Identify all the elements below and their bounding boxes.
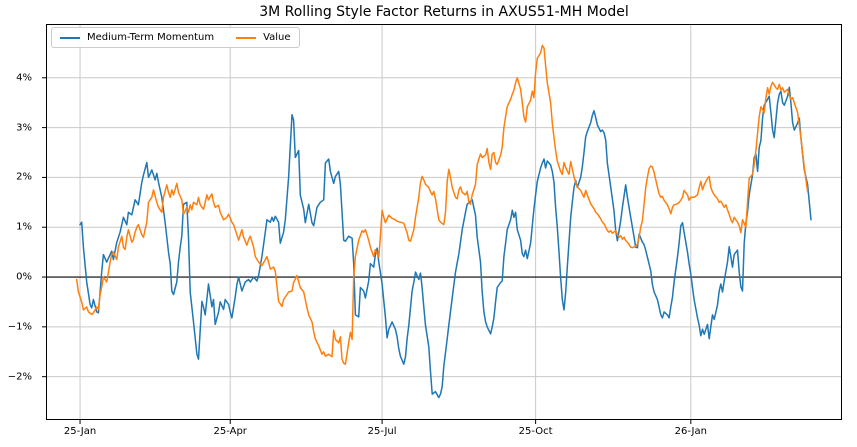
x-axis-tick-labels: 25-Jan 25-Apr 25-Jul 25-Oct 26-Jan xyxy=(0,426,857,440)
x-tick-label: 25-Apr xyxy=(213,426,247,437)
y-tick-label: 1% xyxy=(16,221,32,233)
x-tick-label: 25-Jan xyxy=(63,426,97,437)
y-axis-tick-labels: −2% −1% 0% 1% 2% 3% 4% xyxy=(0,24,40,420)
y-tick-label: −2% xyxy=(7,371,32,383)
legend-item-value: Value xyxy=(236,32,291,43)
x-tick-label: 26-Jan xyxy=(674,426,707,437)
legend-label: Medium-Term Momentum xyxy=(87,32,215,43)
y-tick-label: 0% xyxy=(16,271,32,283)
y-tick-label: 3% xyxy=(16,122,32,134)
legend-line-swatch-orange xyxy=(236,36,257,39)
y-tick-label: 4% xyxy=(16,72,32,84)
series-line-medium-term-momentum xyxy=(79,86,812,399)
y-tick-label: −1% xyxy=(7,321,32,333)
x-tick-label: 25-Jul xyxy=(367,426,397,437)
legend-label: Value xyxy=(263,32,291,43)
legend-line-swatch-blue xyxy=(60,36,80,39)
legend-item-medium-term-momentum: Medium-Term Momentum xyxy=(60,32,214,43)
legend: Medium-Term Momentum Value xyxy=(51,27,300,48)
chart-canvas xyxy=(42,24,842,424)
plot-border xyxy=(46,24,842,420)
x-tick-label: 25-Oct xyxy=(518,426,553,437)
series-line-value xyxy=(75,44,809,365)
chart-title: 3M Rolling Style Factor Returns in AXUS5… xyxy=(259,4,629,20)
y-tick-label: 2% xyxy=(16,171,32,183)
plot-area: Medium-Term Momentum Value xyxy=(42,24,842,424)
